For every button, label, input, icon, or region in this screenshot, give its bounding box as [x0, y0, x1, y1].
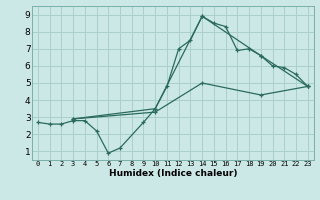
- X-axis label: Humidex (Indice chaleur): Humidex (Indice chaleur): [108, 169, 237, 178]
